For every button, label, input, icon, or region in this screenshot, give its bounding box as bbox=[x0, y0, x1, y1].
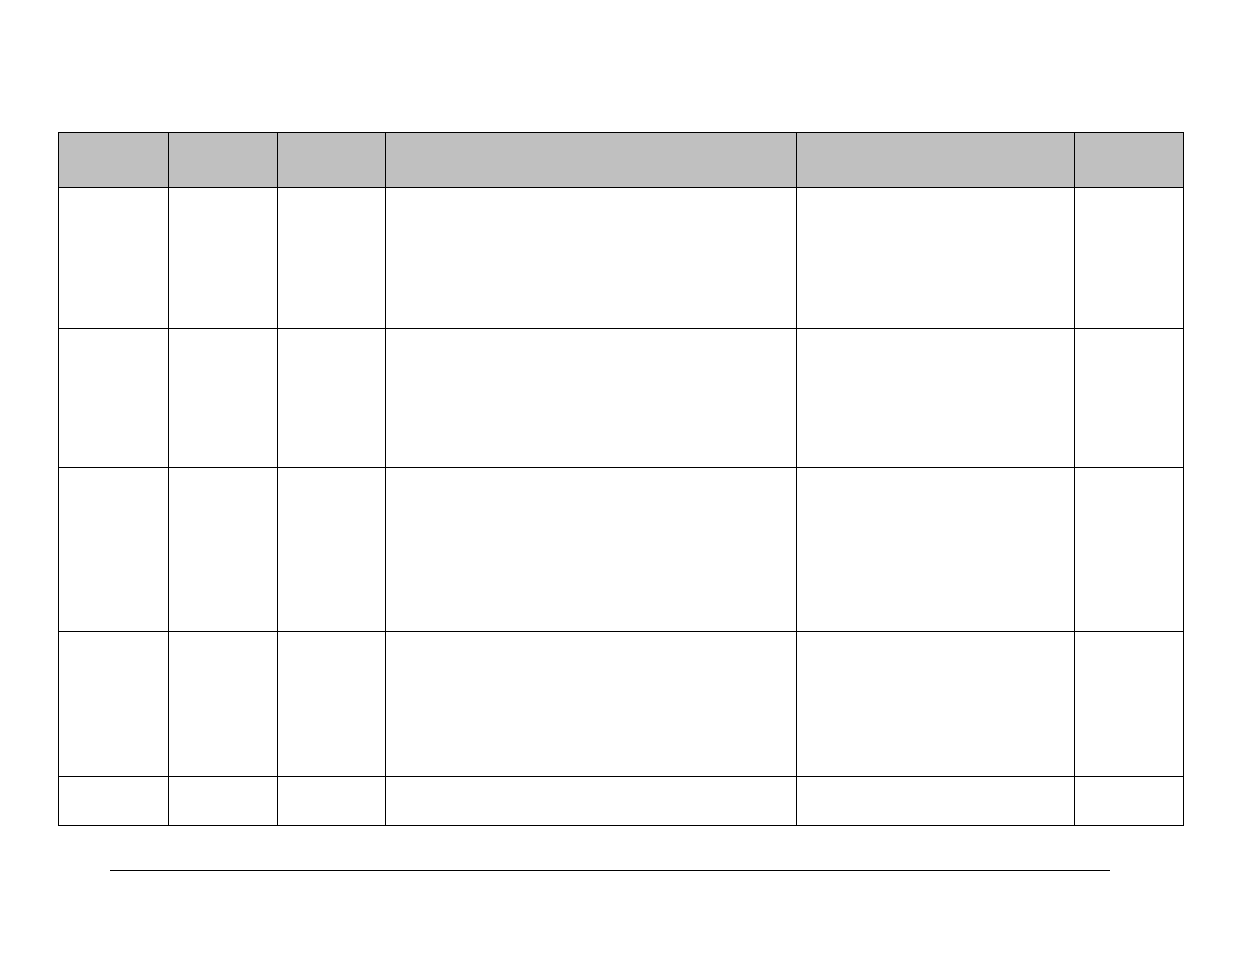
table-cell bbox=[797, 188, 1075, 329]
table-cell bbox=[169, 632, 278, 777]
table-cell bbox=[1075, 468, 1184, 632]
table-row bbox=[59, 468, 1184, 632]
page bbox=[0, 0, 1235, 954]
table-cell bbox=[169, 777, 278, 826]
table-cell bbox=[59, 329, 169, 468]
table-row bbox=[59, 188, 1184, 329]
table-header-cell bbox=[59, 133, 169, 188]
table-cell bbox=[169, 329, 278, 468]
table-cell bbox=[386, 329, 797, 468]
table-cell bbox=[169, 188, 278, 329]
table-cell bbox=[169, 468, 278, 632]
table-cell bbox=[278, 329, 386, 468]
table-header-cell bbox=[169, 133, 278, 188]
table-cell bbox=[386, 468, 797, 632]
table-cell bbox=[59, 188, 169, 329]
table-head bbox=[59, 133, 1184, 188]
table-cell bbox=[797, 468, 1075, 632]
table-cell bbox=[278, 777, 386, 826]
table-header-cell bbox=[1075, 133, 1184, 188]
table-cell bbox=[59, 468, 169, 632]
table-header-row bbox=[59, 133, 1184, 188]
table-cell bbox=[386, 188, 797, 329]
table-cell bbox=[59, 777, 169, 826]
table-cell bbox=[59, 632, 169, 777]
table-cell bbox=[1075, 777, 1184, 826]
table-cell bbox=[797, 632, 1075, 777]
table-cell bbox=[278, 468, 386, 632]
table-row bbox=[59, 329, 1184, 468]
table-row bbox=[59, 632, 1184, 777]
table-cell bbox=[386, 777, 797, 826]
table-cell bbox=[278, 188, 386, 329]
data-table bbox=[58, 132, 1184, 826]
table-body bbox=[59, 188, 1184, 826]
table-cell bbox=[797, 777, 1075, 826]
table-cell bbox=[278, 632, 386, 777]
footer-rule bbox=[110, 870, 1110, 871]
table-cell bbox=[1075, 329, 1184, 468]
table-cell bbox=[1075, 632, 1184, 777]
table-header-cell bbox=[386, 133, 797, 188]
table-header-cell bbox=[797, 133, 1075, 188]
table-cell bbox=[1075, 188, 1184, 329]
table-header-cell bbox=[278, 133, 386, 188]
table-cell bbox=[797, 329, 1075, 468]
table-cell bbox=[386, 632, 797, 777]
table-row bbox=[59, 777, 1184, 826]
